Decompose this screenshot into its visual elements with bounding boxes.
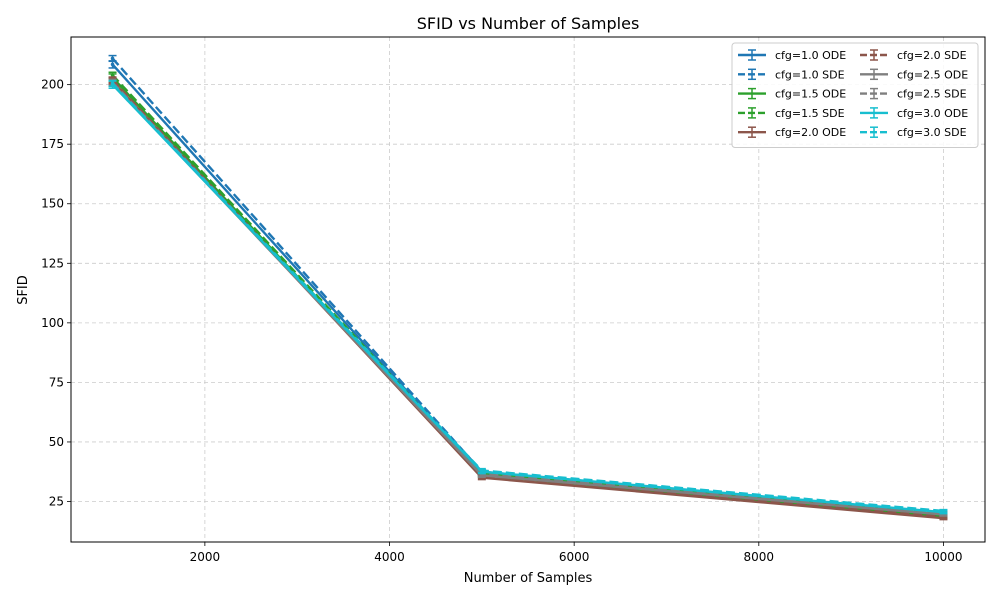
data-point xyxy=(941,509,946,513)
y-axis-ticks: 25 50 75 100 125 150 175 200 xyxy=(41,78,71,509)
legend-item: cfg=1.5 SDE xyxy=(738,107,845,120)
legend: cfg=1.0 ODE cfg=1.0 SDE cfg=1.5 ODE cfg=1.5… xyxy=(731,42,979,148)
x-tick-label: 8000 xyxy=(744,550,775,564)
plot-frame xyxy=(70,36,986,543)
legend-label: cfg=3.0 ODE xyxy=(897,107,968,120)
legend-label: cfg=1.5 ODE xyxy=(775,88,846,101)
legend-label: cfg=1.0 SDE xyxy=(775,68,845,81)
legend-label: cfg=2.0 ODE xyxy=(775,126,846,139)
y-tick-label: 150 xyxy=(41,197,64,211)
legend-item: cfg=2.0 SDE xyxy=(860,49,967,62)
legend-label: cfg=1.5 SDE xyxy=(775,107,845,120)
x-tick-label: 10000 xyxy=(924,550,962,564)
legend-label: cfg=1.0 ODE xyxy=(775,49,846,62)
y-tick-label: 200 xyxy=(41,78,64,92)
grid xyxy=(71,37,985,542)
x-axis-ticks: 2000 4000 6000 8000 10000 xyxy=(190,542,963,564)
y-tick-label: 75 xyxy=(49,375,64,389)
legend-item: cfg=1.5 ODE xyxy=(738,88,846,101)
y-tick-label: 25 xyxy=(49,495,64,509)
series-10 xyxy=(108,79,948,514)
legend-item: cfg=2.0 ODE xyxy=(738,126,846,139)
legend-item: cfg=3.0 ODE xyxy=(860,107,968,120)
legend-label: cfg=3.0 SDE xyxy=(897,126,967,139)
legend-box xyxy=(731,42,979,148)
legend-label: cfg=2.5 ODE xyxy=(897,68,968,81)
chart-title: SFID vs Number of Samples xyxy=(417,14,640,33)
x-tick-label: 2000 xyxy=(190,550,221,564)
data-point xyxy=(110,73,115,77)
data-point xyxy=(110,62,115,67)
y-tick-label: 175 xyxy=(41,137,64,151)
data-point xyxy=(480,468,484,473)
y-axis-label: SFID xyxy=(16,275,31,305)
legend-item: cfg=2.5 ODE xyxy=(860,68,968,81)
series-line xyxy=(111,82,944,516)
x-tick-label: 6000 xyxy=(559,550,590,564)
legend-item: cfg=1.0 ODE xyxy=(738,49,846,62)
x-axis-label: Number of Samples xyxy=(464,571,593,586)
y-tick-label: 125 xyxy=(41,256,64,270)
legend-item: cfg=1.0 SDE xyxy=(738,68,845,81)
series-line xyxy=(111,83,944,514)
legend-label: cfg=2.5 SDE xyxy=(897,88,967,101)
x-tick-label: 4000 xyxy=(374,550,405,564)
data-point xyxy=(110,56,115,61)
y-tick-label: 50 xyxy=(49,435,64,449)
legend-item: cfg=2.5 SDE xyxy=(860,88,967,101)
legend-label: cfg=2.0 SDE xyxy=(897,49,967,62)
data-point xyxy=(110,81,115,86)
plot-series xyxy=(108,54,948,521)
legend-item: cfg=3.0 SDE xyxy=(860,126,967,139)
y-tick-label: 100 xyxy=(41,316,64,330)
